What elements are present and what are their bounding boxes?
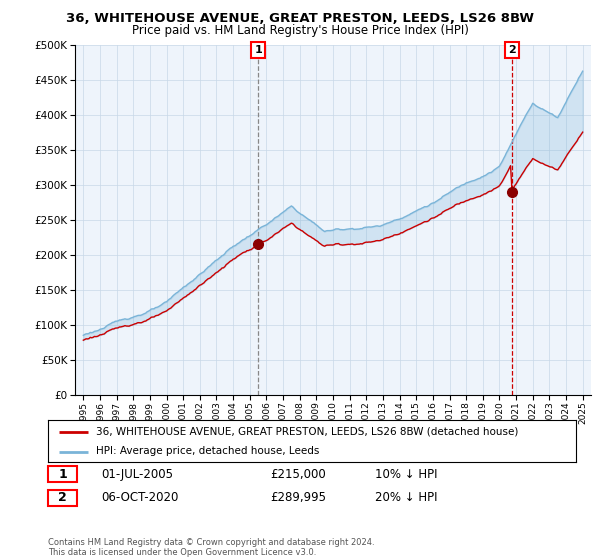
Text: 1: 1 xyxy=(58,468,67,481)
Text: 1: 1 xyxy=(254,45,262,55)
Text: Contains HM Land Registry data © Crown copyright and database right 2024.
This d: Contains HM Land Registry data © Crown c… xyxy=(48,538,374,557)
Text: 2: 2 xyxy=(58,491,67,504)
Text: 10% ↓ HPI: 10% ↓ HPI xyxy=(376,468,438,481)
Text: 36, WHITEHOUSE AVENUE, GREAT PRESTON, LEEDS, LS26 8BW (detached house): 36, WHITEHOUSE AVENUE, GREAT PRESTON, LE… xyxy=(95,427,518,437)
Text: HPI: Average price, detached house, Leeds: HPI: Average price, detached house, Leed… xyxy=(95,446,319,456)
Text: 01-JUL-2005: 01-JUL-2005 xyxy=(101,468,173,481)
Text: 20% ↓ HPI: 20% ↓ HPI xyxy=(376,491,438,504)
Text: 06-OCT-2020: 06-OCT-2020 xyxy=(101,491,178,504)
Text: £289,995: £289,995 xyxy=(270,491,326,504)
Bar xyxy=(48,489,77,506)
Text: 2: 2 xyxy=(508,45,516,55)
Text: £215,000: £215,000 xyxy=(270,468,326,481)
Text: 36, WHITEHOUSE AVENUE, GREAT PRESTON, LEEDS, LS26 8BW: 36, WHITEHOUSE AVENUE, GREAT PRESTON, LE… xyxy=(66,12,534,25)
Bar xyxy=(48,466,77,482)
Text: Price paid vs. HM Land Registry's House Price Index (HPI): Price paid vs. HM Land Registry's House … xyxy=(131,24,469,36)
